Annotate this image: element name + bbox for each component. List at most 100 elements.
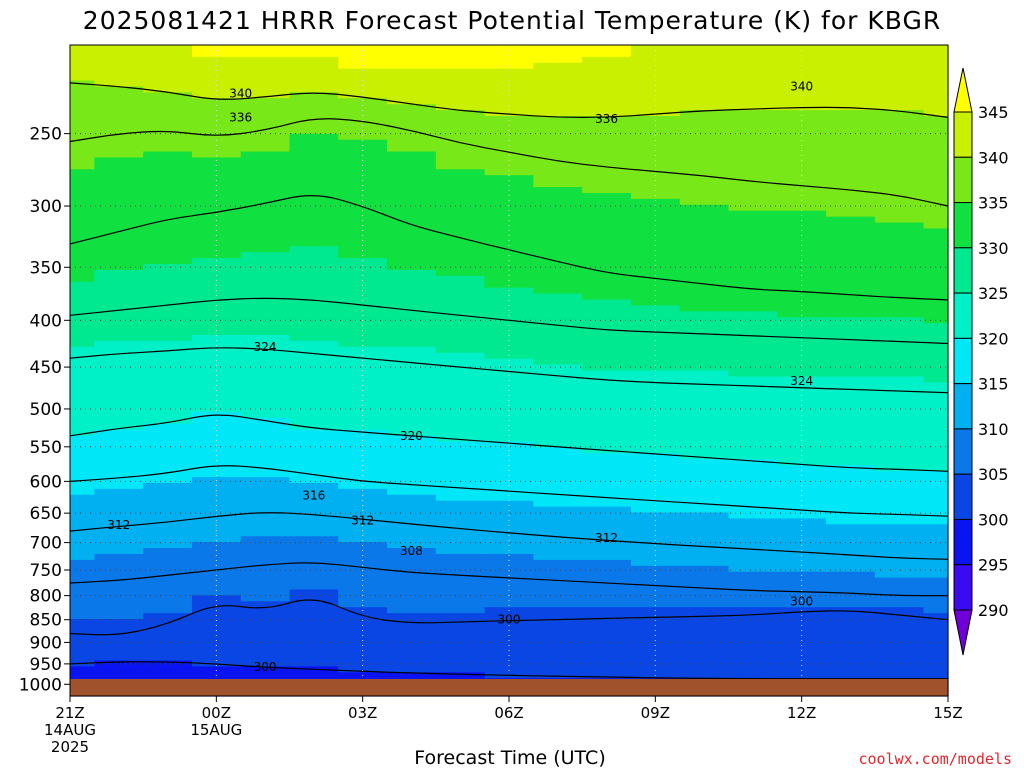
field-cell (679, 607, 730, 614)
field-cell (484, 139, 534, 147)
field-cell (777, 299, 827, 306)
field-cell (826, 459, 876, 466)
field-cell (923, 145, 949, 153)
field-cell (240, 181, 291, 188)
field-cell (874, 666, 925, 673)
field-cell (143, 406, 193, 413)
field-cell (679, 388, 730, 395)
field-cell (923, 204, 949, 212)
field-cell (143, 530, 193, 537)
contour-label-text: 300 (790, 595, 813, 609)
field-cell (240, 601, 291, 608)
field-cell (435, 589, 486, 596)
field-cell (387, 565, 437, 573)
field-cell (143, 340, 193, 348)
field-cell (289, 660, 339, 668)
field-cell (728, 80, 778, 88)
field-cell (874, 536, 925, 543)
field-cell (289, 334, 339, 342)
field-cell (923, 187, 949, 194)
field-cell (874, 636, 925, 644)
field-cell (679, 465, 730, 472)
field-cell (777, 630, 827, 638)
field-cell (728, 258, 778, 265)
field-cell (630, 482, 681, 490)
field-cell (70, 666, 95, 673)
field-cell (338, 169, 388, 176)
field-cell (143, 317, 193, 324)
field-cell (240, 175, 291, 182)
field-cell (143, 299, 193, 306)
field-cell (533, 121, 583, 129)
field-cell (387, 133, 437, 141)
field-cell (387, 530, 437, 537)
field-cell (874, 258, 925, 265)
field-cell (387, 488, 437, 496)
field-cell (679, 471, 730, 478)
field-cell (240, 157, 291, 164)
field-cell (94, 68, 144, 76)
field-cell (387, 317, 437, 324)
field-cell (94, 624, 144, 632)
field-cell (240, 453, 291, 460)
field-cell (777, 500, 827, 508)
field-cell (94, 187, 144, 194)
field-cell (826, 477, 876, 484)
field-cell (94, 589, 144, 596)
field-cell (289, 370, 339, 378)
field-cell (94, 571, 144, 579)
field-cell (728, 352, 778, 360)
contour-line-316 (69, 465, 949, 517)
field-cell (387, 62, 437, 70)
field-cell (289, 340, 339, 348)
contour-line-340 (69, 82, 949, 119)
field-cell (679, 636, 730, 644)
field-cell (191, 275, 242, 283)
field-cell (582, 388, 632, 395)
field-cell (70, 613, 95, 620)
field-cell (191, 86, 242, 93)
field-cell (70, 163, 95, 170)
field-cell (533, 299, 583, 306)
field-cell (630, 364, 681, 372)
field-cell (143, 293, 193, 301)
field-cell (484, 488, 534, 496)
field-cell (289, 45, 339, 52)
field-cell (387, 86, 437, 93)
field-cell (435, 530, 486, 537)
field-cell (923, 447, 949, 454)
field-cell (874, 139, 925, 147)
field-cell (533, 518, 583, 525)
field-cell (923, 488, 949, 496)
field-cell (94, 577, 144, 585)
field-cell (923, 210, 949, 218)
field-cell (70, 536, 95, 543)
field-cell (582, 299, 632, 306)
field-cell (582, 86, 632, 93)
field-cell (777, 358, 827, 366)
field-cell (387, 323, 437, 330)
field-cell (582, 364, 632, 372)
field-cell (533, 116, 583, 123)
contour-label-text: 336 (595, 112, 618, 126)
field-cell (582, 317, 632, 324)
field-cell (191, 624, 242, 632)
field-cell (289, 583, 339, 591)
field-cell (679, 447, 730, 454)
field-cell (582, 293, 632, 301)
field-cell (679, 198, 730, 206)
field-cell (240, 92, 291, 99)
field-cell (777, 204, 827, 212)
field-cell (435, 447, 486, 454)
field-cell (289, 210, 339, 218)
field-cell (728, 441, 778, 449)
field-cell (777, 293, 827, 301)
field-cell (289, 672, 339, 679)
field-cell (143, 358, 193, 366)
field-cell (191, 571, 242, 579)
field-cell (923, 506, 949, 514)
field-cell (289, 56, 339, 64)
field-cell (630, 488, 681, 496)
field-cell (874, 595, 925, 602)
field-cell (630, 624, 681, 632)
